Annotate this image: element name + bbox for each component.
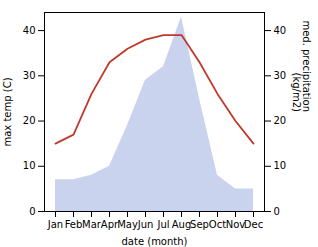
svg-text:Jun: Jun: [137, 219, 154, 230]
svg-text:Nov: Nov: [226, 219, 246, 230]
svg-text:Dec: Dec: [244, 219, 263, 230]
svg-text:10: 10: [274, 160, 287, 171]
svg-text:Sep: Sep: [190, 219, 209, 230]
svg-text:20: 20: [23, 115, 36, 126]
svg-text:Aug: Aug: [172, 219, 192, 230]
svg-text:date (month): date (month): [122, 236, 188, 247]
svg-text:10: 10: [23, 160, 36, 171]
svg-text:med. precipitation(kg/m2): med. precipitation(kg/m2): [291, 20, 312, 112]
svg-text:Oct: Oct: [209, 219, 226, 230]
svg-text:Apr: Apr: [100, 218, 119, 230]
svg-text:Mar: Mar: [82, 219, 102, 230]
svg-text:0: 0: [29, 206, 35, 217]
svg-text:May: May: [117, 219, 138, 230]
svg-text:40: 40: [23, 25, 36, 36]
svg-text:40: 40: [274, 25, 287, 36]
svg-text:Feb: Feb: [65, 219, 83, 230]
svg-text:30: 30: [23, 70, 36, 81]
svg-text:Jul: Jul: [156, 219, 169, 230]
svg-text:0: 0: [274, 206, 280, 217]
svg-text:30: 30: [274, 70, 287, 81]
svg-text:20: 20: [274, 115, 287, 126]
svg-text:max temp (C): max temp (C): [2, 77, 13, 146]
svg-text:Jan: Jan: [47, 219, 63, 230]
